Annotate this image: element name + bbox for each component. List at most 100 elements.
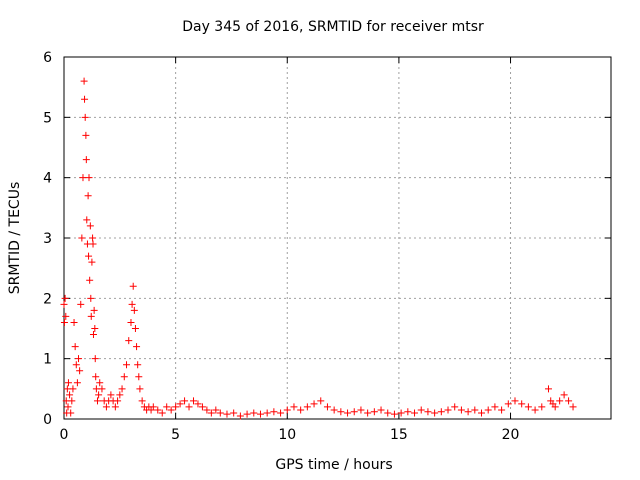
data-point bbox=[111, 403, 119, 411]
data-point bbox=[83, 216, 91, 224]
data-point bbox=[194, 400, 202, 408]
data-point bbox=[457, 406, 465, 414]
data-point bbox=[451, 403, 459, 411]
data-point bbox=[134, 361, 142, 369]
data-point bbox=[128, 300, 136, 308]
data-point bbox=[198, 403, 206, 411]
data-point bbox=[310, 400, 318, 408]
data-point bbox=[136, 385, 144, 393]
data-point bbox=[95, 391, 103, 399]
data-point bbox=[185, 403, 193, 411]
data-point bbox=[67, 409, 75, 417]
data-point bbox=[96, 379, 104, 387]
data-point bbox=[70, 318, 78, 326]
data-point bbox=[154, 406, 162, 414]
data-point bbox=[323, 403, 331, 411]
axis-ticks bbox=[63, 56, 611, 420]
data-point bbox=[263, 409, 271, 417]
data-point bbox=[350, 408, 358, 416]
data-point bbox=[344, 409, 352, 417]
data-point bbox=[76, 367, 84, 375]
data-point bbox=[64, 403, 72, 411]
data-point bbox=[317, 397, 325, 405]
data-point bbox=[69, 385, 77, 393]
data-point bbox=[172, 403, 180, 411]
data-point bbox=[283, 406, 291, 414]
data-point bbox=[118, 385, 126, 393]
data-point bbox=[60, 318, 68, 326]
data-point bbox=[77, 300, 85, 308]
x-axis-title: GPS time / hours bbox=[275, 457, 392, 473]
data-point bbox=[89, 331, 97, 339]
data-point bbox=[544, 385, 552, 393]
data-point bbox=[91, 325, 99, 332]
data-point bbox=[131, 325, 139, 332]
data-point bbox=[223, 410, 231, 418]
data-point bbox=[84, 192, 92, 200]
data-point bbox=[71, 343, 79, 351]
data-point bbox=[133, 343, 141, 351]
data-point bbox=[135, 373, 143, 381]
data-point bbox=[81, 95, 89, 103]
x-tick-labels: 0 5 10 15 20 bbox=[60, 427, 520, 443]
data-point bbox=[471, 406, 479, 414]
data-point bbox=[277, 409, 285, 417]
data-point bbox=[411, 409, 419, 417]
data-point bbox=[565, 397, 573, 405]
data-point bbox=[270, 408, 278, 416]
data-points bbox=[60, 77, 577, 420]
data-point bbox=[357, 406, 365, 414]
data-point bbox=[511, 397, 519, 405]
data-point bbox=[149, 403, 157, 411]
data-point bbox=[384, 409, 392, 417]
data-point bbox=[138, 397, 146, 405]
data-point bbox=[87, 312, 95, 320]
data-point bbox=[89, 234, 97, 242]
data-point bbox=[236, 412, 244, 420]
data-point bbox=[243, 410, 251, 418]
data-point bbox=[60, 300, 68, 308]
data-point bbox=[89, 240, 97, 248]
y-tick-label: 5 bbox=[43, 110, 52, 126]
data-point bbox=[107, 391, 115, 399]
grid-lines bbox=[64, 57, 611, 419]
y-tick-label: 6 bbox=[43, 50, 52, 66]
x-tick-label: 10 bbox=[278, 427, 296, 443]
data-point bbox=[82, 156, 90, 164]
data-point bbox=[437, 408, 445, 416]
data-point bbox=[98, 385, 106, 393]
x-tick-label: 20 bbox=[502, 427, 520, 443]
data-point bbox=[297, 406, 305, 414]
data-point bbox=[337, 408, 345, 416]
data-point bbox=[82, 131, 90, 139]
data-point bbox=[556, 397, 564, 405]
data-point bbox=[207, 409, 215, 417]
y-tick-label: 1 bbox=[43, 352, 52, 368]
data-point bbox=[551, 403, 559, 411]
data-point bbox=[86, 276, 94, 284]
data-point bbox=[364, 409, 372, 417]
data-point bbox=[91, 355, 99, 363]
data-point bbox=[61, 294, 69, 302]
data-point bbox=[256, 410, 264, 418]
x-tick-label: 15 bbox=[390, 427, 408, 443]
x-tick-label: 5 bbox=[171, 427, 180, 443]
data-point bbox=[120, 373, 128, 381]
data-point bbox=[560, 391, 568, 399]
data-point bbox=[370, 408, 378, 416]
data-point bbox=[484, 406, 492, 414]
data-point bbox=[72, 361, 80, 369]
data-point bbox=[85, 252, 93, 260]
data-point bbox=[444, 406, 452, 414]
data-point bbox=[518, 400, 526, 408]
x-tick-label: 0 bbox=[60, 427, 69, 443]
data-point bbox=[491, 403, 499, 411]
data-point bbox=[524, 403, 532, 411]
data-point bbox=[158, 409, 166, 417]
plot-frame bbox=[63, 56, 612, 420]
chart-title: Day 345 of 2016, SRMTID for receiver mts… bbox=[182, 19, 484, 35]
data-point bbox=[163, 403, 171, 411]
data-point bbox=[127, 318, 135, 326]
data-point bbox=[464, 408, 472, 416]
